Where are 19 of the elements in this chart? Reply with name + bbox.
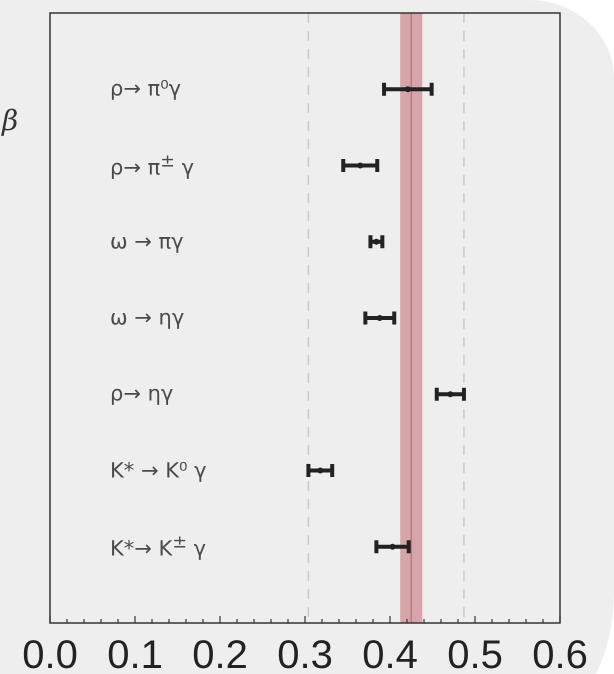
y-tick-label: ρ→ ηγ — [110, 382, 174, 406]
y-tick-label: ρ→ π⁰γ — [110, 76, 182, 101]
y-tick-label: ω → πγ — [110, 229, 184, 254]
x-tick-label: 0.6 — [532, 633, 588, 674]
point — [390, 544, 396, 550]
x-tick-label: 0.5 — [447, 633, 503, 674]
point — [373, 238, 380, 245]
y-tick-label: K*→ K$^{±}$ γ — [110, 532, 206, 560]
x-tick-label: 0.2 — [192, 633, 248, 674]
x-tick-label: 0.3 — [277, 633, 333, 674]
x-tick-label: 0.4 — [362, 633, 418, 674]
x-tick-label: 0.0 — [22, 633, 78, 674]
x-tick-label: 0.1 — [107, 633, 163, 674]
point — [404, 86, 411, 92]
y-axis-title: β — [2, 104, 18, 137]
point — [447, 391, 454, 398]
y-tick-label: K* → K⁰ γ — [110, 458, 207, 482]
y-tick-label: ρ→ π$^{±}$ γ — [110, 150, 194, 179]
y-tick-label: ω → ηγ — [110, 305, 184, 330]
